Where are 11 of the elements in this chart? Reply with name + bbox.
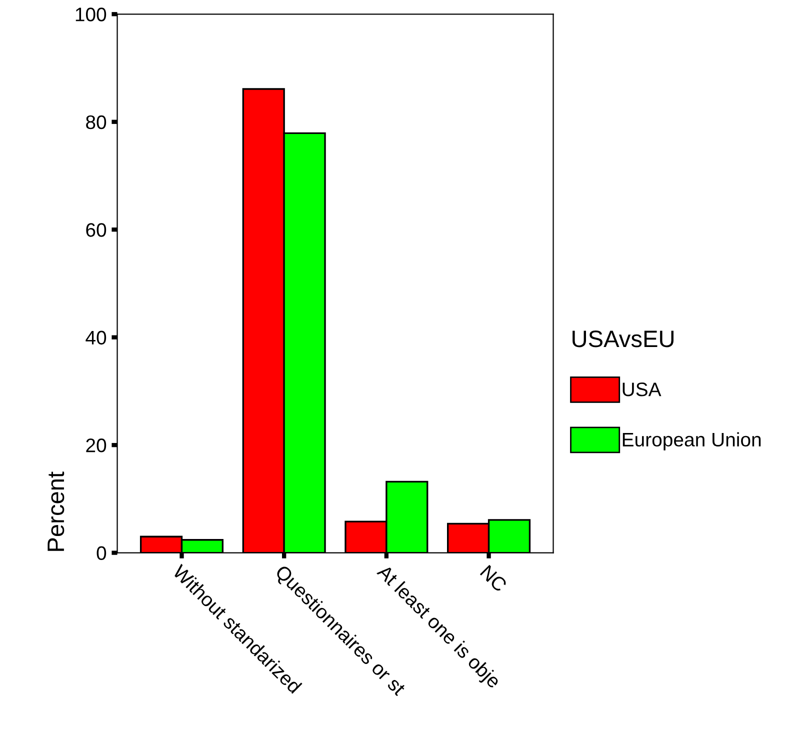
y-tick-label: 0: [96, 546, 106, 560]
y-tick-label: 80: [86, 115, 106, 130]
y-tick-label: 20: [86, 438, 106, 452]
legend-title: USAvsEU: [572, 330, 674, 348]
legend-label: European Union: [622, 432, 761, 450]
y-tick-label: 100: [76, 8, 106, 22]
x-tick-label: NC: [480, 564, 508, 593]
legend-label: USA: [622, 382, 662, 396]
y-tick-label: 60: [86, 223, 106, 237]
y-axis-title: Percent: [48, 472, 64, 551]
y-tick-label: 40: [86, 330, 106, 345]
